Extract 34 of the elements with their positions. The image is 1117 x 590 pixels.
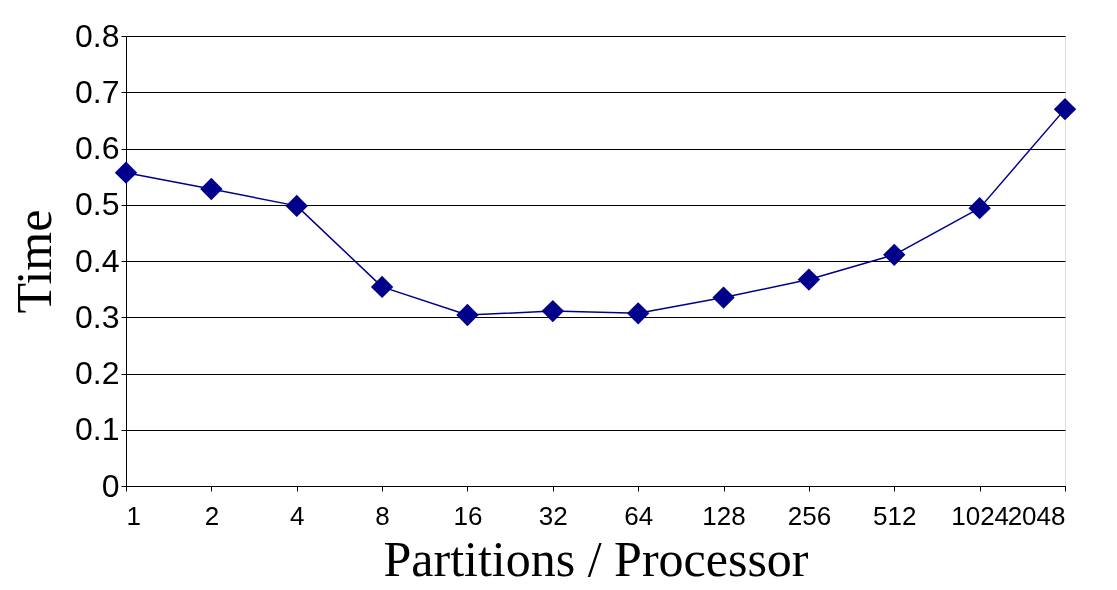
point	[541, 299, 564, 323]
point	[968, 196, 991, 220]
point	[797, 268, 821, 291]
y-tick-label: 0.4	[75, 242, 120, 279]
point	[1053, 97, 1077, 121]
x-axis-title: Partitions / Processor	[383, 530, 809, 587]
y-tick-label: 0.5	[75, 186, 120, 223]
point	[370, 275, 394, 299]
x-tick-label: 512	[873, 500, 917, 531]
x-tick-label: 8	[375, 500, 390, 531]
y-tick-label: 0.1	[75, 411, 120, 448]
y-tick-label: 0.3	[75, 298, 120, 335]
y-tick-label: 0.7	[75, 73, 120, 110]
x-tick-label: 2	[204, 500, 220, 531]
x-tick-label: 4	[289, 500, 305, 531]
point	[285, 194, 308, 218]
point	[883, 243, 906, 266]
point	[712, 286, 735, 309]
y-tick-label: 0.8	[75, 17, 120, 54]
x-tick-label: 16	[453, 500, 483, 531]
point	[114, 161, 138, 184]
y-tick-label: 0.2	[75, 355, 120, 391]
y-tick-label: 0	[101, 467, 120, 504]
point	[200, 177, 223, 201]
point	[456, 303, 479, 327]
x-tick-label: 1024	[951, 500, 1010, 531]
x-tick-label: 1	[126, 500, 141, 531]
y-axis-title: Time	[6, 209, 63, 314]
x-tick-label: 64	[624, 500, 654, 531]
x-tick-label: 32	[538, 500, 568, 531]
x-tick-label: 256	[787, 500, 832, 531]
point	[627, 302, 650, 325]
x-tick-label: 128	[702, 500, 746, 531]
y-tick-label: 0.6	[75, 130, 120, 166]
